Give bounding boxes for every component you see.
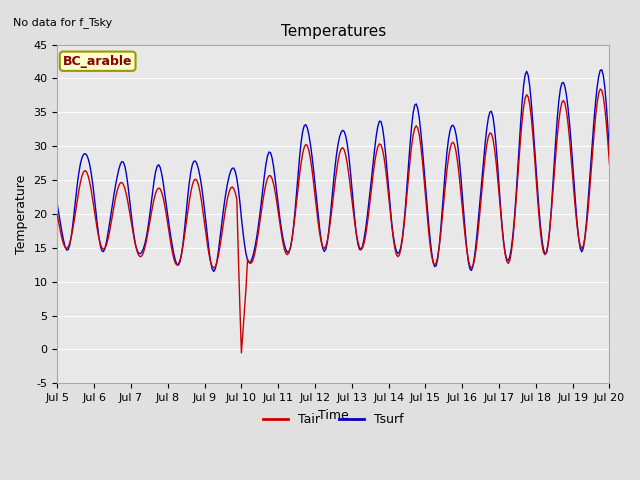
Text: No data for f_Tsky: No data for f_Tsky [13, 17, 113, 28]
Legend: Tair, Tsurf: Tair, Tsurf [258, 408, 408, 431]
Title: Temperatures: Temperatures [281, 24, 386, 39]
X-axis label: Time: Time [318, 408, 349, 421]
Y-axis label: Temperature: Temperature [15, 174, 28, 253]
Text: BC_arable: BC_arable [63, 55, 132, 68]
